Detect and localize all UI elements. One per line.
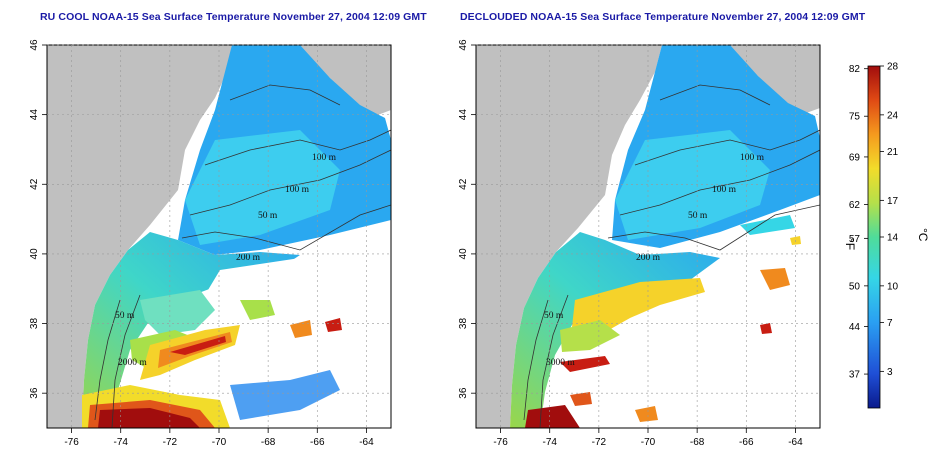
y-tick-label: 38: [458, 318, 469, 330]
y-tick-label: 40: [29, 248, 40, 260]
y-tick-label: 44: [458, 109, 469, 121]
celsius-tick-label: 7: [887, 318, 893, 329]
contour-label: 100 m: [285, 185, 310, 195]
y-tick-label: 44: [29, 109, 40, 121]
x-tick-label: -74: [113, 437, 128, 448]
x-tick-label: -76: [493, 437, 508, 448]
contour-label: 50 m: [115, 311, 135, 321]
y-tick-label: 36: [29, 387, 40, 399]
fahrenheit-tick-label: 62: [849, 200, 861, 211]
fahrenheit-tick-label: 82: [849, 64, 861, 75]
left-axes: -76 -74 -72 -70 -68 -66 -64 46 44 42 40 38 36: [29, 39, 391, 448]
sst-mid-shelf: [82, 232, 300, 428]
right-map: 100 m 100 m 50 m 200 m 50 m 3000 m -76 -7…: [458, 39, 821, 448]
land-mass: [476, 45, 662, 428]
x-tick-label: -68: [261, 437, 276, 448]
celsius-tick-label: 28: [887, 62, 899, 73]
x-tick-label: -68: [690, 437, 705, 448]
left-panel-title: RU COOL NOAA-15 Sea Surface Temperature …: [40, 11, 427, 23]
celsius-tick-label: 10: [887, 281, 899, 292]
fahrenheit-tick-label: 57: [849, 234, 861, 245]
x-tick-label: -76: [64, 437, 79, 448]
x-tick-label: -64: [359, 437, 374, 448]
fahrenheit-unit-label: °F: [843, 238, 857, 250]
y-tick-label: 42: [29, 178, 40, 190]
contour-label: 100 m: [740, 153, 765, 163]
x-tick-label: -70: [641, 437, 656, 448]
sst-warm-core: [525, 405, 580, 428]
x-tick-label: -72: [592, 437, 607, 448]
y-tick-label: 46: [458, 39, 469, 51]
contour-label: 200 m: [236, 253, 261, 263]
fahrenheit-tick-label: 75: [849, 112, 861, 123]
x-tick-label: -74: [542, 437, 557, 448]
land-mass: [47, 45, 232, 428]
y-tick-label: 38: [29, 318, 40, 330]
contour-label: 50 m: [688, 211, 708, 221]
celsius-tick-label: 24: [887, 110, 899, 121]
fahrenheit-tick-label: 50: [849, 281, 861, 292]
x-tick-label: -64: [788, 437, 803, 448]
celsius-tick-label: 14: [887, 233, 899, 244]
left-map: 100 m 100 m 50 m 200 m 50 m 2000 m -76 -7…: [29, 39, 392, 448]
y-tick-label: 40: [458, 248, 469, 260]
colorbar: 82 75 69 62 57 50 44 37 28 24 21 17 14 10 7 3 °F °C: [843, 62, 930, 409]
right-axes: -76 -74 -72 -70 -68 -66 -64 46 44 42 40 38 36: [458, 39, 820, 448]
contour-label: 2000 m: [118, 358, 147, 368]
contour-label: 100 m: [712, 185, 737, 195]
celsius-tick-label: 17: [887, 196, 899, 207]
x-tick-label: -72: [163, 437, 178, 448]
celsius-tick-label: 3: [887, 367, 893, 378]
contour-label: 50 m: [544, 311, 564, 321]
fahrenheit-tick-label: 44: [849, 322, 861, 333]
contour-label: 200 m: [636, 253, 661, 263]
y-tick-label: 42: [458, 178, 469, 190]
x-tick-label: -70: [212, 437, 227, 448]
celsius-unit-label: °C: [916, 228, 930, 242]
y-tick-label: 46: [29, 39, 40, 51]
right-panel-title: DECLOUDED NOAA-15 Sea Surface Temperatur…: [460, 11, 866, 23]
y-tick-label: 36: [458, 387, 469, 399]
x-tick-label: -66: [739, 437, 754, 448]
x-tick-label: -66: [310, 437, 325, 448]
fahrenheit-tick-label: 69: [849, 152, 861, 163]
contour-label: 100 m: [312, 153, 337, 163]
contour-label: 3000 m: [546, 358, 575, 368]
fahrenheit-tick-label: 37: [849, 370, 861, 381]
celsius-tick-label: 21: [887, 147, 899, 158]
